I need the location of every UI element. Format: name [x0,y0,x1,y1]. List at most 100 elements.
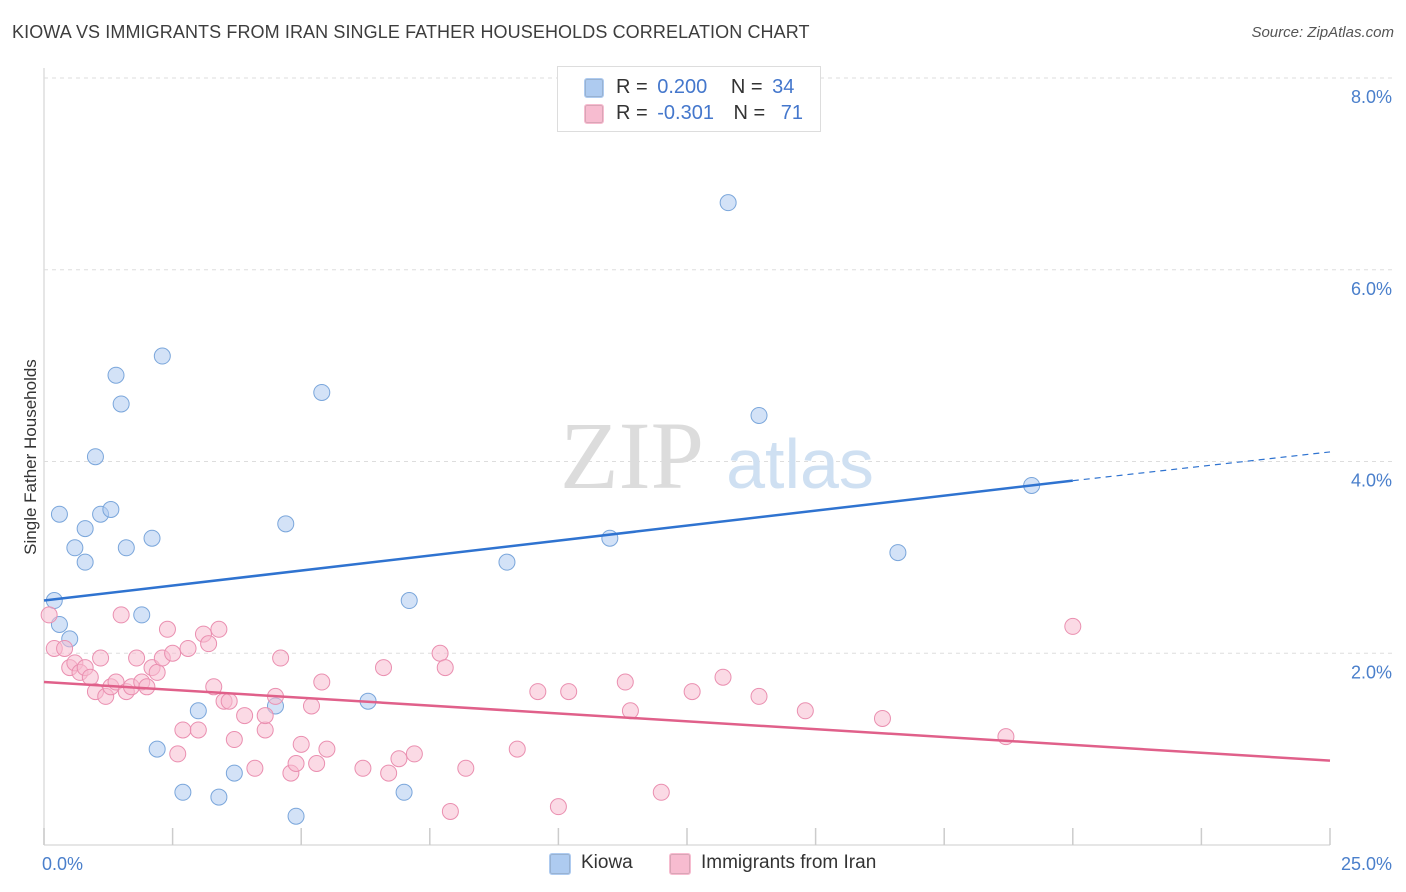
iran-point [436,659,454,677]
kiowa-point [117,539,135,557]
iran-point [210,620,228,638]
chart-title: KIOWA VS IMMIGRANTS FROM IRAN SINGLE FAT… [12,22,810,42]
iran-point [616,673,634,691]
legend-label-kiowa: Kiowa [581,852,633,873]
iran-point [174,721,192,739]
r-label: R = [616,76,648,98]
kiowa-point [143,529,161,547]
tick-labels: 2.0% 4.0% 6.0% 8.0% 0.0% 25.0% Single Father H… [21,87,1392,874]
data-points [40,194,1082,825]
kiowa-trend-line [43,479,1073,602]
kiowa-point [601,529,619,547]
y-tick-label: 4.0% [1351,471,1392,491]
iran-point [148,663,166,681]
kiowa-point [210,788,228,806]
iran-point [796,702,814,720]
legend-swatch-kiowa [549,853,571,875]
kiowa-point [76,553,94,571]
stats-swatch-iran [584,104,604,124]
kiowa-point [750,406,768,424]
iran-point [1064,617,1082,635]
n-label: N = [733,102,766,124]
y-tick-label: 8.0% [1351,87,1392,107]
kiowa-point [889,544,907,562]
trend-lines [43,451,1331,762]
iran-point [246,759,264,777]
gridlines [44,77,1392,654]
iran-point [189,721,207,739]
source-credit: Source: ZipAtlas.com [1251,24,1394,41]
kiowa-trend-extension [1072,451,1331,482]
watermark-zip: ZIP [560,402,704,509]
iran-point [128,649,146,667]
iran-point [236,707,254,725]
stats-swatch-kiowa [584,78,604,98]
iran-point [56,639,74,657]
kiowa-point [112,395,130,413]
iran-point [508,740,526,758]
iran-point [750,687,768,705]
axes [43,68,1331,846]
iran-point [390,750,408,768]
iran-point [40,606,58,624]
iran-point [714,668,732,686]
kiowa-point [287,807,305,825]
iran-point [549,798,567,816]
kiowa-point [719,194,737,212]
kiowa-point [225,764,243,782]
kiowa-point [400,592,418,610]
iran-trend-line [43,680,1331,762]
r-value: 0.200 [657,76,708,98]
kiowa-point [174,783,192,801]
iran-point [354,759,372,777]
iran-point [652,783,670,801]
iran-point [308,755,326,773]
kiowa-point [50,505,68,523]
iran-point [441,802,459,820]
iran-point [683,683,701,701]
iran-point [560,683,578,701]
stats-box: R = 0.200 N = 34 R = -0.301 N = 71 [557,66,821,132]
stats-text-kiowa: R = 0.200 N = 34 [616,76,794,99]
iran-point [529,683,547,701]
iran-point [380,764,398,782]
kiowa-point [148,740,166,758]
kiowa-point [498,553,516,571]
r-label: R = [616,102,648,124]
iran-point [256,721,274,739]
y-tick-label: 2.0% [1351,662,1392,682]
iran-point [287,755,305,773]
iran-point [431,644,449,662]
n-value: 34 [772,76,795,98]
kiowa-point [102,500,120,518]
iran-point [200,635,218,653]
kiowa-point [313,383,331,401]
x-tick-label: 0.0% [42,854,83,874]
iran-point [318,740,336,758]
iran-point [179,639,197,657]
r-value: -0.301 [657,102,714,124]
iran-point [302,697,320,715]
iran-point [405,745,423,763]
kiowa-point [395,783,413,801]
iran-point [92,649,110,667]
iran-point [112,606,130,624]
kiowa-point [153,347,171,365]
kiowa-point [107,366,125,384]
iran-point [205,678,223,696]
legend-label-iran: Immigrants from Iran [701,852,877,873]
kiowa-point [189,702,207,720]
y-tick-label: 6.0% [1351,279,1392,299]
watermark-atlas: atlas [726,425,874,503]
legend-swatch-iran [669,853,691,875]
iran-point [81,668,99,686]
iran-point [873,709,891,727]
iran-point [292,735,310,753]
stats-text-iran: R = -0.301 N = 71 [616,102,803,125]
kiowa-point [133,606,151,624]
iran-point [164,644,182,662]
iran-point [158,620,176,638]
kiowa-point [86,448,104,466]
iran-point [313,673,331,691]
